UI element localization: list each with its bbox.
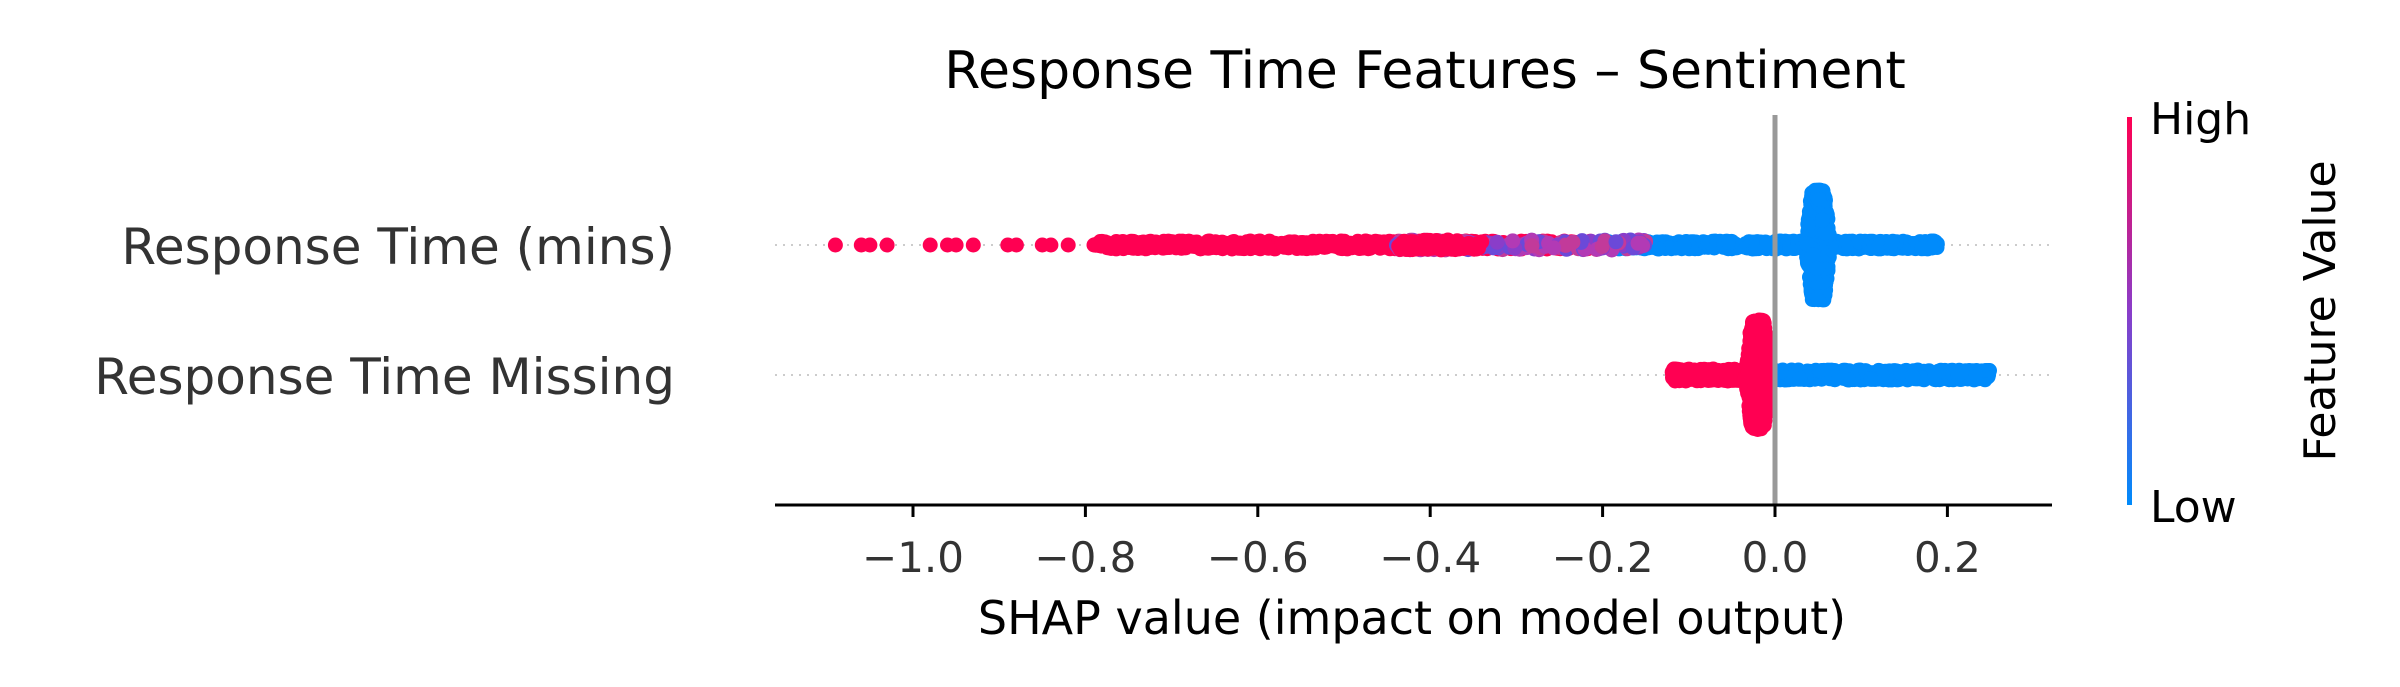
- shap-point: [1060, 237, 1076, 253]
- shap-point: [1043, 237, 1059, 253]
- x-tick-label: −0.8: [1034, 533, 1136, 582]
- shap-point: [1884, 234, 1900, 250]
- shap-point: [1800, 217, 1816, 233]
- shap-point: [1362, 240, 1378, 256]
- x-axis-label: SHAP value (impact on model output): [978, 591, 1846, 645]
- shap-point: [1755, 399, 1771, 415]
- shap-point: [827, 237, 843, 253]
- shap-point: [1168, 237, 1184, 253]
- shap-point: [1243, 241, 1258, 257]
- shap-point: [1916, 240, 1932, 256]
- shap-point: [1446, 237, 1462, 253]
- shap-point: [1471, 240, 1486, 256]
- shap-point: [1950, 368, 1966, 384]
- shap-point: [1832, 364, 1848, 380]
- shap-point: [1838, 238, 1854, 254]
- shap-point: [1750, 422, 1766, 437]
- shap-point: [1773, 364, 1789, 380]
- feature-label-response-time-missing: Response Time Missing: [94, 348, 675, 406]
- shap-point: [1180, 234, 1196, 250]
- shap-point: [1093, 234, 1109, 250]
- shap-point: [1008, 237, 1024, 253]
- shap-point: [1630, 235, 1646, 251]
- shap-point: [1744, 405, 1760, 421]
- shap-point: [1211, 240, 1227, 256]
- row-guide-lines: [775, 244, 2052, 376]
- shap-point: [1815, 212, 1830, 228]
- shap-point: [1806, 247, 1821, 263]
- shap-point: [948, 237, 964, 253]
- shap-point: [1721, 235, 1736, 250]
- shap-point: [1565, 234, 1581, 250]
- x-tick-label: −1.0: [862, 533, 964, 582]
- shap-point: [1930, 363, 1946, 379]
- shap-point: [862, 237, 878, 253]
- shap-point: [1650, 241, 1666, 257]
- shap-point: [1143, 238, 1159, 254]
- shap-point: [1154, 239, 1170, 255]
- shap-point: [1661, 240, 1677, 256]
- shap-point: [1820, 362, 1836, 378]
- shap-point: [1489, 234, 1505, 250]
- x-tick-label: 0.2: [1914, 533, 1981, 582]
- x-axis-ticks: −1.0 −0.8 −0.6 −0.4 −0.2 0.0 0.2: [862, 505, 1981, 582]
- shap-point: [1669, 367, 1685, 383]
- shap-point: [1893, 365, 1909, 381]
- shap-point: [1261, 240, 1276, 256]
- shap-point: [1127, 235, 1143, 250]
- shap-point: [1811, 192, 1827, 208]
- shap-point: [1394, 238, 1410, 254]
- shap-point: [1874, 368, 1890, 384]
- shap-point: [879, 237, 895, 253]
- shap-point: [1608, 234, 1624, 250]
- shap-point: [1331, 238, 1347, 254]
- shap-point: [1754, 376, 1769, 392]
- plot-area: [775, 115, 2052, 505]
- shap-point: [1676, 237, 1692, 253]
- shap-point: [1905, 368, 1921, 384]
- shap-point: [1546, 240, 1562, 256]
- shap-point: [1744, 337, 1760, 353]
- shap-point: [922, 237, 938, 253]
- colorbar-title: Feature Value: [2295, 160, 2346, 461]
- shap-point: [1968, 367, 1984, 382]
- shap-point: [1748, 241, 1764, 257]
- shap-point: [1524, 238, 1540, 254]
- shap-point: [1594, 239, 1610, 254]
- shap-point: [1430, 235, 1446, 251]
- x-tick-label: −0.6: [1207, 533, 1309, 582]
- shap-point: [1702, 370, 1718, 386]
- shap-point: [1343, 237, 1359, 253]
- beeswarm-points: [827, 182, 1997, 437]
- shap-point: [1792, 371, 1808, 387]
- shap-point: [1739, 352, 1755, 368]
- shap-point: [1275, 237, 1291, 253]
- shap-point: [965, 237, 981, 253]
- shap-point: [1745, 389, 1761, 405]
- shap-point: [1871, 237, 1887, 253]
- colorbar-low-label: Low: [2150, 482, 2237, 533]
- x-tick-label: −0.4: [1379, 533, 1481, 582]
- shap-point: [1505, 233, 1521, 249]
- shap-point: [1757, 354, 1773, 370]
- colorbar-high-label: High: [2150, 94, 2251, 145]
- feature-labels: Response Time (mins) Response Time Missi…: [94, 218, 675, 406]
- shap-point: [1799, 236, 1815, 252]
- shap-point: [1863, 371, 1879, 386]
- shap-point: [1752, 316, 1768, 332]
- shap-point: [1817, 225, 1833, 241]
- shap-point: [1224, 241, 1240, 257]
- colorbar: [2127, 117, 2132, 505]
- x-tick-label: −0.2: [1552, 533, 1654, 582]
- shap-point: [1809, 261, 1824, 277]
- chart-title: Response Time Features – Sentiment: [944, 41, 1906, 101]
- shap-point: [1759, 236, 1775, 252]
- shap-point: [1115, 241, 1131, 257]
- x-tick-label: 0.0: [1742, 533, 1809, 582]
- shap-point: [1305, 235, 1321, 250]
- feature-label-response-time-mins: Response Time (mins): [121, 218, 675, 276]
